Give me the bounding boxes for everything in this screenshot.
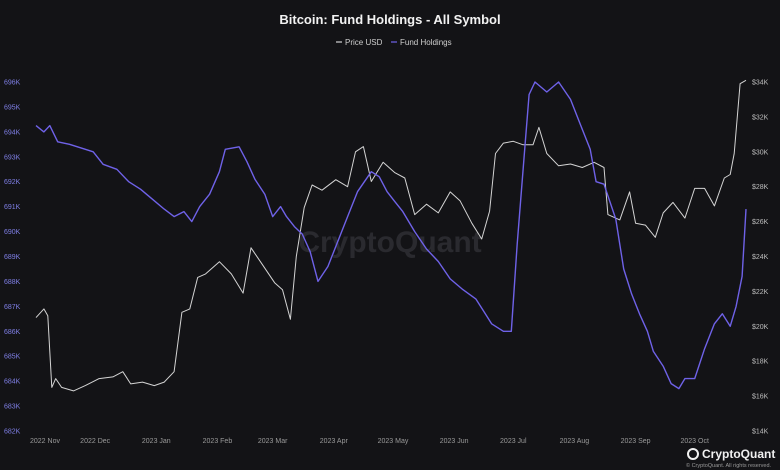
brand-copyright: © CryptoQuant. All rights reserved.	[686, 462, 772, 469]
right-tick-label: $28K	[752, 184, 769, 191]
x-tick-label: 2022 Nov	[30, 438, 60, 445]
right-tick-label: $18K	[752, 359, 769, 366]
left-tick-label: 686K	[4, 329, 21, 336]
legend-label-price: Price USD	[345, 38, 383, 47]
left-tick-label: 682K	[4, 429, 21, 436]
left-tick-label: 689K	[4, 254, 21, 261]
x-axis: 2022 Nov 2022 Dec 2023 Jan 2023 Feb 2023 Mar…	[30, 438, 709, 445]
right-tick-label: $20K	[752, 324, 769, 331]
right-tick-label: $34K	[752, 80, 769, 87]
right-tick-label: $24K	[752, 254, 769, 261]
x-tick-label: 2023 Mar	[258, 438, 288, 445]
x-tick-label: 2023 Jan	[142, 438, 171, 445]
right-tick-label: $32K	[752, 114, 769, 121]
x-tick-label: 2023 Jul	[500, 438, 527, 445]
left-tick-label: 688K	[4, 279, 21, 286]
right-tick-label: $14K	[752, 429, 769, 436]
right-tick-label: $16K	[752, 394, 769, 401]
x-tick-label: 2023 Sep	[621, 438, 651, 445]
left-tick-label: 696K	[4, 80, 21, 87]
left-tick-label: 684K	[4, 379, 21, 386]
left-tick-label: 694K	[4, 129, 21, 136]
series-line-fund-holdings	[35, 81, 747, 390]
left-tick-label: 687K	[4, 304, 21, 311]
brand-logo: CryptoQuant © CryptoQuant. All rights re…	[686, 447, 775, 469]
legend-label-fund-holdings: Fund Holdings	[400, 38, 452, 47]
brand-name: CryptoQuant	[702, 447, 775, 461]
watermark: CryptoQuant	[298, 226, 481, 259]
left-tick-label: 693K	[4, 154, 21, 161]
x-tick-label: 2023 Feb	[203, 438, 233, 445]
right-tick-label: $30K	[752, 149, 769, 156]
right-tick-label: $22K	[752, 289, 769, 296]
x-tick-label: 2023 Jun	[440, 438, 469, 445]
x-tick-label: 2023 Oct	[681, 438, 709, 445]
x-tick-label: 2022 Dec	[80, 438, 110, 445]
left-tick-label: 691K	[4, 204, 21, 211]
chart-title: Bitcoin: Fund Holdings - All Symbol	[279, 12, 500, 27]
left-axis: 696K 695K 694K 693K 692K 691K 690K 689K 688K 687K…	[4, 80, 21, 436]
left-tick-label: 685K	[4, 354, 21, 361]
series-layer	[35, 79, 747, 392]
left-tick-label: 692K	[4, 179, 21, 186]
left-tick-label: 690K	[4, 229, 21, 236]
x-tick-label: 2023 Aug	[560, 438, 590, 445]
left-tick-label: 695K	[4, 104, 21, 111]
left-tick-label: 683K	[4, 404, 21, 411]
brand-logo-icon	[687, 448, 699, 460]
x-tick-label: 2023 Apr	[320, 438, 349, 445]
x-tick-label: 2023 May	[378, 438, 409, 445]
right-tick-label: $26K	[752, 219, 769, 226]
right-axis: $34K $32K $30K $28K $26K $24K $22K $20K $18K $16K…	[752, 80, 769, 436]
legend: Price USD Fund Holdings	[336, 38, 452, 47]
series-line-price	[35, 79, 747, 392]
